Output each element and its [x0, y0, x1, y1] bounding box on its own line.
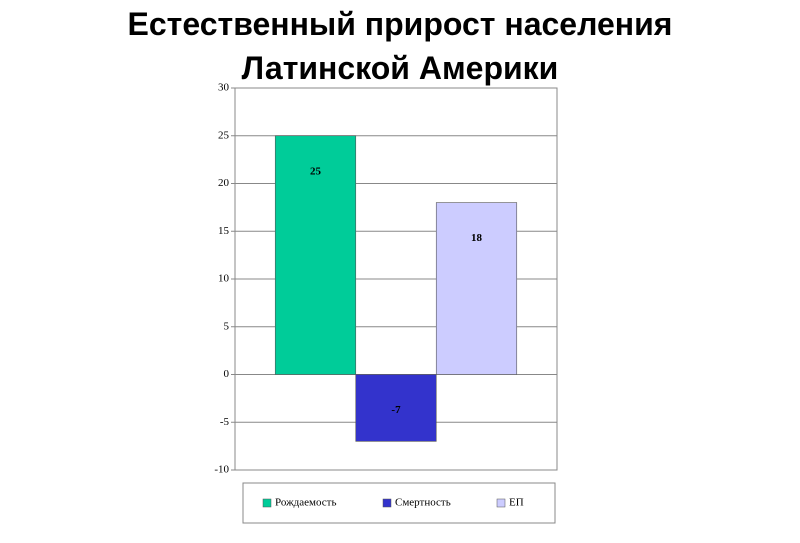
y-tick-label: 20	[218, 177, 230, 189]
legend-swatch	[496, 498, 506, 508]
data-label: 25	[310, 165, 322, 177]
y-tick-label: -5	[220, 416, 230, 428]
data-label: 18	[471, 232, 483, 244]
y-tick-label: 15	[218, 225, 230, 237]
bar	[274, 135, 357, 375]
data-label: -7	[391, 404, 401, 416]
y-tick-label: 10	[218, 273, 230, 285]
chart-title: Естественный прирост населения Латинской…	[127, 6, 673, 86]
y-tick-label: 0	[224, 368, 230, 380]
y-tick-label: -10	[214, 464, 229, 476]
y-tick-label: 5	[224, 320, 230, 332]
legend-label: Смертность	[395, 497, 451, 509]
legend-swatch	[262, 498, 272, 508]
legend-label: ЕП	[509, 497, 524, 509]
y-tick-label: 30	[218, 82, 230, 94]
legend-label: Рождаемость	[275, 497, 336, 509]
bar	[355, 374, 437, 442]
y-tick-label: 25	[218, 129, 230, 141]
legend-box	[242, 482, 556, 524]
bar	[435, 202, 518, 375]
legend-swatch	[382, 498, 392, 508]
